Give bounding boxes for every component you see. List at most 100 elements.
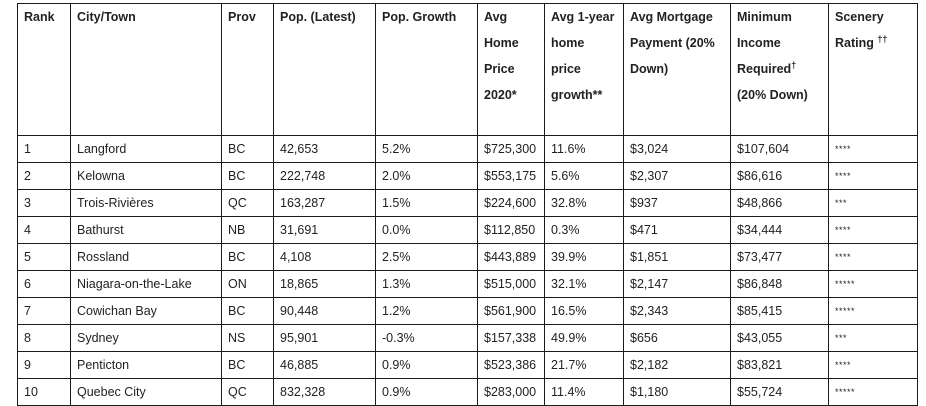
- cell-pop-growth: 1.2%: [375, 297, 478, 325]
- cell-population: 18,865: [273, 270, 376, 298]
- table-row: 7 Cowichan Bay BC 90,448 1.2% $561,900 16.5% $2…: [17, 297, 918, 325]
- cell-avg-home-price: $157,338: [477, 324, 545, 352]
- cell-prov: BC: [221, 297, 274, 325]
- cell-avg-home-price: $112,850: [477, 216, 545, 244]
- cell-min-income: $83,821: [730, 351, 829, 379]
- cell-city: Niagara-on-the-Lake: [70, 270, 222, 298]
- cell-scenery-rating: ***: [828, 324, 918, 352]
- cell-scenery-rating: ****: [828, 135, 918, 163]
- table-row: 5 Rossland BC 4,108 2.5% $443,889 39.9% $1,851 $…: [17, 243, 918, 271]
- cell-scenery-rating: *****: [828, 270, 918, 298]
- cell-city: Penticton: [70, 351, 222, 379]
- cell-city: Trois-Rivières: [70, 189, 222, 217]
- cell-scenery-rating: ****: [828, 216, 918, 244]
- footnote-mark: ††: [877, 34, 888, 44]
- table-row: 8 Sydney NS 95,901 -0.3% $157,338 49.9% $656 $43…: [17, 324, 918, 352]
- cell-pop-growth: 2.5%: [375, 243, 478, 271]
- header-rank: Rank: [17, 3, 71, 136]
- cell-price-growth: 32.1%: [544, 270, 624, 298]
- cell-avg-home-price: $523,386: [477, 351, 545, 379]
- cell-min-income: $73,477: [730, 243, 829, 271]
- cell-min-income: $48,866: [730, 189, 829, 217]
- cell-city: Bathurst: [70, 216, 222, 244]
- cell-prov: BC: [221, 162, 274, 190]
- cell-city: Quebec City: [70, 378, 222, 406]
- cell-min-income: $107,604: [730, 135, 829, 163]
- cell-prov: QC: [221, 189, 274, 217]
- cell-rank: 7: [17, 297, 71, 325]
- cell-scenery-rating: ****: [828, 351, 918, 379]
- cell-price-growth: 11.4%: [544, 378, 624, 406]
- cell-population: 163,287: [273, 189, 376, 217]
- cell-min-income: $34,444: [730, 216, 829, 244]
- table-row: 3 Trois-Rivières QC 163,287 1.5% $224,600 32.8…: [17, 189, 918, 217]
- header-mortgage: Avg Mortgage Payment (20% Down): [623, 3, 731, 136]
- cell-min-income: $85,415: [730, 297, 829, 325]
- cell-pop-growth: 1.3%: [375, 270, 478, 298]
- cell-prov: BC: [221, 135, 274, 163]
- cell-mortgage: $1,180: [623, 378, 731, 406]
- cell-rank: 3: [17, 189, 71, 217]
- cell-city: Sydney: [70, 324, 222, 352]
- cell-price-growth: 32.8%: [544, 189, 624, 217]
- cell-mortgage: $2,147: [623, 270, 731, 298]
- cell-scenery-rating: ****: [828, 162, 918, 190]
- cell-mortgage: $656: [623, 324, 731, 352]
- table-row: 9 Penticton BC 46,885 0.9% $523,386 21.7% $2,18…: [17, 351, 918, 379]
- cell-price-growth: 5.6%: [544, 162, 624, 190]
- cell-city: Langford: [70, 135, 222, 163]
- cell-population: 95,901: [273, 324, 376, 352]
- table-container: Rank City/Town Prov Pop. (Latest) Pop. G…: [17, 3, 918, 406]
- header-min-income: Minimum Income Required† (20% Down): [730, 3, 829, 136]
- cell-avg-home-price: $224,600: [477, 189, 545, 217]
- cell-price-growth: 39.9%: [544, 243, 624, 271]
- table-body: 1 Langford BC 42,653 5.2% $725,300 11.6% $3,024…: [17, 135, 918, 406]
- cell-min-income: $86,848: [730, 270, 829, 298]
- cell-min-income: $55,724: [730, 378, 829, 406]
- cell-min-income: $86,616: [730, 162, 829, 190]
- cell-avg-home-price: $515,000: [477, 270, 545, 298]
- cell-mortgage: $1,851: [623, 243, 731, 271]
- table-row: 1 Langford BC 42,653 5.2% $725,300 11.6% $3,024…: [17, 135, 918, 163]
- cell-rank: 10: [17, 378, 71, 406]
- cell-population: 4,108: [273, 243, 376, 271]
- cell-pop-growth: -0.3%: [375, 324, 478, 352]
- cell-population: 222,748: [273, 162, 376, 190]
- cell-pop-growth: 5.2%: [375, 135, 478, 163]
- cell-pop-growth: 2.0%: [375, 162, 478, 190]
- header-scenery: Scenery Rating ††: [828, 3, 918, 136]
- cell-city: Rossland: [70, 243, 222, 271]
- cell-min-income: $43,055: [730, 324, 829, 352]
- cell-prov: BC: [221, 351, 274, 379]
- cell-pop-growth: 1.5%: [375, 189, 478, 217]
- cell-rank: 1: [17, 135, 71, 163]
- cell-avg-home-price: $725,300: [477, 135, 545, 163]
- cell-mortgage: $2,343: [623, 297, 731, 325]
- cell-prov: NB: [221, 216, 274, 244]
- footnote-mark: †: [791, 60, 797, 70]
- header-row: Rank City/Town Prov Pop. (Latest) Pop. G…: [17, 3, 918, 136]
- cell-city: Kelowna: [70, 162, 222, 190]
- cell-rank: 6: [17, 270, 71, 298]
- header-prov: Prov: [221, 3, 274, 136]
- cell-rank: 8: [17, 324, 71, 352]
- cell-scenery-rating: *****: [828, 378, 918, 406]
- table-row: 4 Bathurst NB 31,691 0.0% $112,850 0.3% $471 $34…: [17, 216, 918, 244]
- cell-scenery-rating: ***: [828, 189, 918, 217]
- cell-population: 90,448: [273, 297, 376, 325]
- header-pop-growth: Pop. Growth: [375, 3, 478, 136]
- cell-pop-growth: 0.9%: [375, 351, 478, 379]
- cell-population: 46,885: [273, 351, 376, 379]
- cell-prov: ON: [221, 270, 274, 298]
- cell-scenery-rating: ****: [828, 243, 918, 271]
- cell-price-growth: 49.9%: [544, 324, 624, 352]
- cell-prov: NS: [221, 324, 274, 352]
- cell-rank: 5: [17, 243, 71, 271]
- cell-population: 832,328: [273, 378, 376, 406]
- cell-price-growth: 16.5%: [544, 297, 624, 325]
- cell-mortgage: $3,024: [623, 135, 731, 163]
- cell-price-growth: 21.7%: [544, 351, 624, 379]
- cell-population: 31,691: [273, 216, 376, 244]
- cell-avg-home-price: $443,889: [477, 243, 545, 271]
- cell-price-growth: 0.3%: [544, 216, 624, 244]
